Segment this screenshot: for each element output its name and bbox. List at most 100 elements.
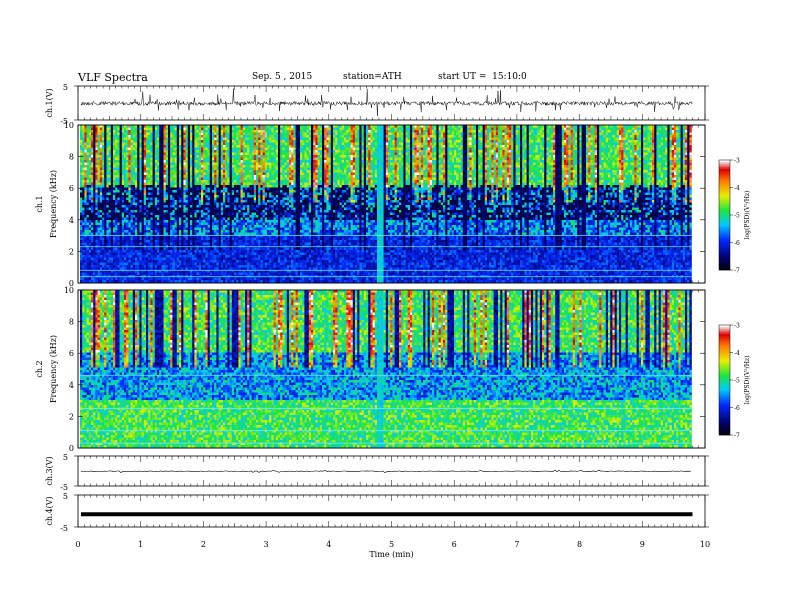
spectrogram-cell: [111, 145, 113, 148]
spectrogram-cell: [168, 198, 170, 201]
spectrogram-cell: [135, 215, 137, 218]
spectrogram-cell: [214, 155, 216, 158]
spectrogram-cell: [179, 280, 181, 283]
spectrogram-cell: [98, 130, 100, 133]
spectrogram-cell: [221, 155, 223, 158]
spectrogram-cell: [179, 143, 181, 146]
spectrogram-cell: [128, 188, 130, 191]
spectrogram-cell: [179, 125, 181, 128]
spectrogram-cell: [144, 190, 146, 193]
spectrogram-cell: [93, 258, 95, 261]
spectrogram-cell: [84, 210, 86, 213]
spectrogram-cell: [205, 155, 207, 158]
spectrogram-cell: [89, 208, 91, 211]
spectrogram-cell: [115, 268, 117, 271]
spectrogram-cell: [230, 200, 232, 203]
spectrogram-cell: [221, 220, 223, 223]
spectrogram-cell: [84, 160, 86, 163]
spectrogram-cell: [155, 200, 157, 203]
spectrogram-cell: [139, 178, 141, 181]
spectrogram-cell: [159, 183, 161, 186]
spectrogram-cell: [124, 213, 126, 216]
spectrogram-cell: [148, 175, 150, 178]
spectrogram-cell: [117, 143, 119, 146]
spectrogram-cell: [146, 268, 148, 271]
spectrogram-cell: [142, 258, 144, 261]
spectrogram-cell: [84, 228, 86, 231]
spectrogram-cell: [203, 183, 205, 186]
spectrogram-cell: [159, 150, 161, 153]
spectrogram-cell: [172, 165, 174, 168]
spectrogram-cell: [126, 208, 128, 211]
spectrogram-cell: [219, 205, 221, 208]
spectrogram-cell: [155, 228, 157, 231]
spectrogram-cell: [91, 175, 93, 178]
spectrogram-cell: [210, 178, 212, 181]
spectrogram-cell: [157, 263, 159, 266]
spectrogram-cell: [175, 138, 177, 141]
spectrogram-cell: [179, 160, 181, 163]
spectrogram-cell: [192, 180, 194, 183]
spectrogram-cell: [238, 163, 240, 166]
spectrogram-cell: [168, 178, 170, 181]
spectrogram-cell: [102, 138, 104, 141]
spectrogram-cell: [95, 128, 97, 131]
spectrogram-cell: [186, 228, 188, 231]
spectrogram-cell: [177, 135, 179, 138]
spectrogram-cell: [188, 165, 190, 168]
spectrogram-cell: [115, 185, 117, 188]
spectrogram-cell: [181, 153, 183, 156]
spectrogram-cell: [190, 205, 192, 208]
spectrogram-cell: [128, 253, 130, 256]
spectrogram-cell: [89, 215, 91, 218]
spectrogram-cell: [131, 140, 133, 143]
spectrogram-cell: [113, 158, 115, 161]
spectrogram-cell: [159, 160, 161, 163]
spectrogram-cell: [208, 188, 210, 191]
spectrogram-cell: [131, 188, 133, 191]
spectrogram-cell: [91, 233, 93, 236]
spectrogram-cell: [87, 135, 89, 138]
spectrogram-cell: [80, 273, 82, 276]
spectrogram-cell: [111, 268, 113, 271]
spectrogram-cell: [186, 210, 188, 213]
spectrogram-cell: [148, 243, 150, 246]
spectrogram-cell: [227, 218, 229, 221]
spectrogram-cell: [159, 200, 161, 203]
spectrogram-cell: [122, 220, 124, 223]
spectrogram-cell: [227, 153, 229, 156]
spectrogram-cell: [205, 145, 207, 148]
spectrogram-cell: [238, 143, 240, 146]
spectrogram-cell: [192, 125, 194, 128]
spectrogram-cell: [236, 183, 238, 186]
spectrogram-cell: [91, 223, 93, 226]
spectrogram-cell: [100, 198, 102, 201]
spectrogram-cell: [124, 185, 126, 188]
spectrogram-cell: [183, 178, 185, 181]
spectrogram-cell: [177, 165, 179, 168]
spectrogram-cell: [205, 173, 207, 176]
spectrogram-cell: [205, 208, 207, 211]
spectrogram-cell: [223, 265, 225, 268]
spectrogram-cell: [133, 258, 135, 261]
spectrogram-cell: [175, 203, 177, 206]
spectrogram-cell: [192, 153, 194, 156]
spectrogram-cell: [197, 148, 199, 151]
spectrogram-cell: [186, 140, 188, 143]
spectrogram-cell: [166, 148, 168, 151]
spectrogram-cell: [161, 175, 163, 178]
spectrogram-cell: [210, 185, 212, 188]
spectrogram-cell: [122, 278, 124, 281]
spectrogram-cell: [175, 148, 177, 151]
spectrogram-cell: [175, 185, 177, 188]
spectrogram-cell: [188, 215, 190, 218]
spectrogram-cell: [219, 150, 221, 153]
spectrogram-cell: [205, 233, 207, 236]
spectrogram-cell: [183, 138, 185, 141]
spectrogram-cell: [186, 260, 188, 263]
spectrogram-cell: [214, 170, 216, 173]
spectrogram-cell: [117, 135, 119, 138]
spectrogram-cell: [186, 138, 188, 141]
spectrogram-cell: [225, 185, 227, 188]
spectrogram-cell: [117, 240, 119, 243]
